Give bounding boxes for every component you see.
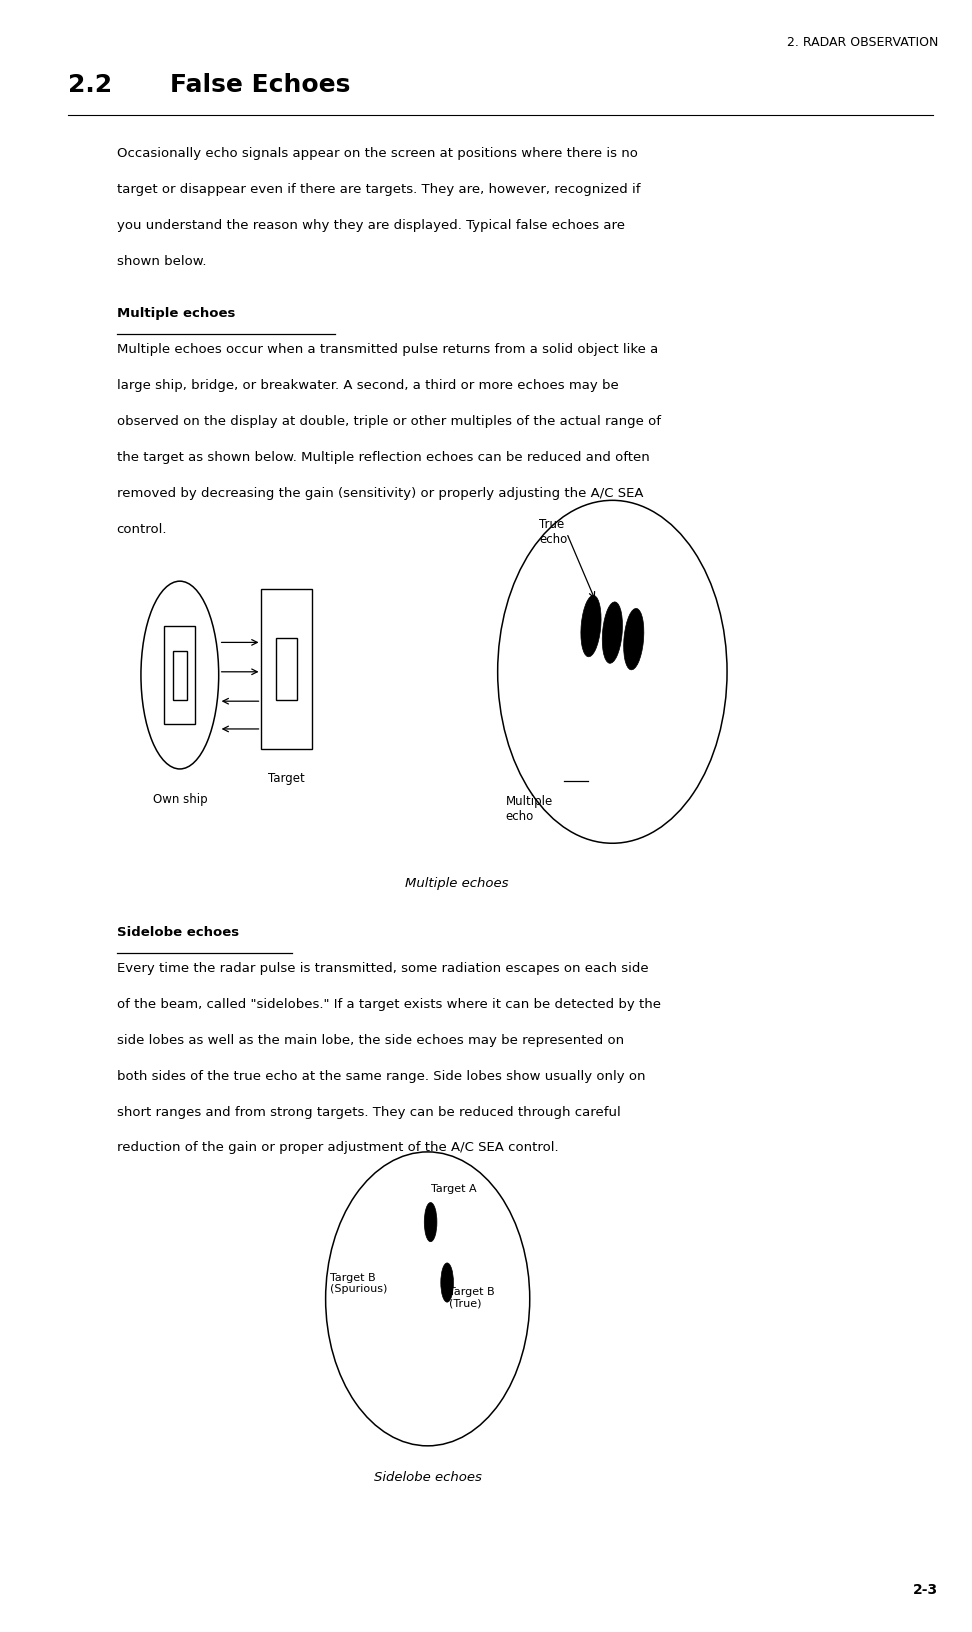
Bar <box>261 589 312 749</box>
Ellipse shape <box>441 1263 453 1302</box>
Bar <box>164 627 195 725</box>
Text: Target A: Target A <box>431 1183 476 1193</box>
Text: Target B
(Spurious): Target B (Spurious) <box>330 1271 388 1294</box>
Text: Multiple echoes: Multiple echoes <box>405 876 508 889</box>
Text: Target B
(True): Target B (True) <box>449 1286 495 1307</box>
Text: large ship, bridge, or breakwater. A second, a third or more echoes may be: large ship, bridge, or breakwater. A sec… <box>117 379 618 392</box>
Bar <box>276 638 297 700</box>
Text: Occasionally echo signals appear on the screen at positions where there is no: Occasionally echo signals appear on the … <box>117 147 638 160</box>
Text: 2.2: 2.2 <box>68 73 112 98</box>
Text: 2. RADAR OBSERVATION: 2. RADAR OBSERVATION <box>786 36 938 49</box>
Text: Own ship: Own ship <box>153 793 207 805</box>
Text: True
echo: True echo <box>539 517 568 545</box>
Text: Multiple
echo: Multiple echo <box>505 795 553 823</box>
Text: control.: control. <box>117 522 167 535</box>
Text: observed on the display at double, triple or other multiples of the actual range: observed on the display at double, tripl… <box>117 415 661 428</box>
Ellipse shape <box>581 596 601 658</box>
Text: both sides of the true echo at the same range. Side lobes show usually only on: both sides of the true echo at the same … <box>117 1069 645 1082</box>
Text: Multiple echoes: Multiple echoes <box>117 307 235 320</box>
Text: target or disappear even if there are targets. They are, however, recognized if: target or disappear even if there are ta… <box>117 183 641 196</box>
Ellipse shape <box>424 1203 437 1242</box>
Text: removed by decreasing the gain (sensitivity) or properly adjusting the A/C SEA: removed by decreasing the gain (sensitiv… <box>117 486 643 499</box>
Text: you understand the reason why they are displayed. Typical false echoes are: you understand the reason why they are d… <box>117 219 625 232</box>
Text: Multiple echoes occur when a transmitted pulse returns from a solid object like : Multiple echoes occur when a transmitted… <box>117 343 658 356</box>
Text: Every time the radar pulse is transmitted, some radiation escapes on each side: Every time the radar pulse is transmitte… <box>117 961 648 974</box>
Text: Target: Target <box>268 772 305 785</box>
Text: reduction of the gain or proper adjustment of the A/C SEA control.: reduction of the gain or proper adjustme… <box>117 1141 558 1154</box>
Text: of the beam, called "sidelobes." If a target exists where it can be detected by : of the beam, called "sidelobes." If a ta… <box>117 997 661 1010</box>
Text: side lobes as well as the main lobe, the side echoes may be represented on: side lobes as well as the main lobe, the… <box>117 1033 624 1046</box>
Text: Sidelobe echoes: Sidelobe echoes <box>374 1470 481 1483</box>
Ellipse shape <box>603 602 622 664</box>
Text: shown below.: shown below. <box>117 255 206 268</box>
Text: the target as shown below. Multiple reflection echoes can be reduced and often: the target as shown below. Multiple refl… <box>117 450 649 463</box>
Bar <box>173 651 187 700</box>
Ellipse shape <box>624 609 643 671</box>
Text: Sidelobe echoes: Sidelobe echoes <box>117 925 239 938</box>
Text: 2-3: 2-3 <box>913 1581 938 1596</box>
Text: False Echoes: False Echoes <box>170 73 351 98</box>
Text: short ranges and from strong targets. They can be reduced through careful: short ranges and from strong targets. Th… <box>117 1105 620 1118</box>
